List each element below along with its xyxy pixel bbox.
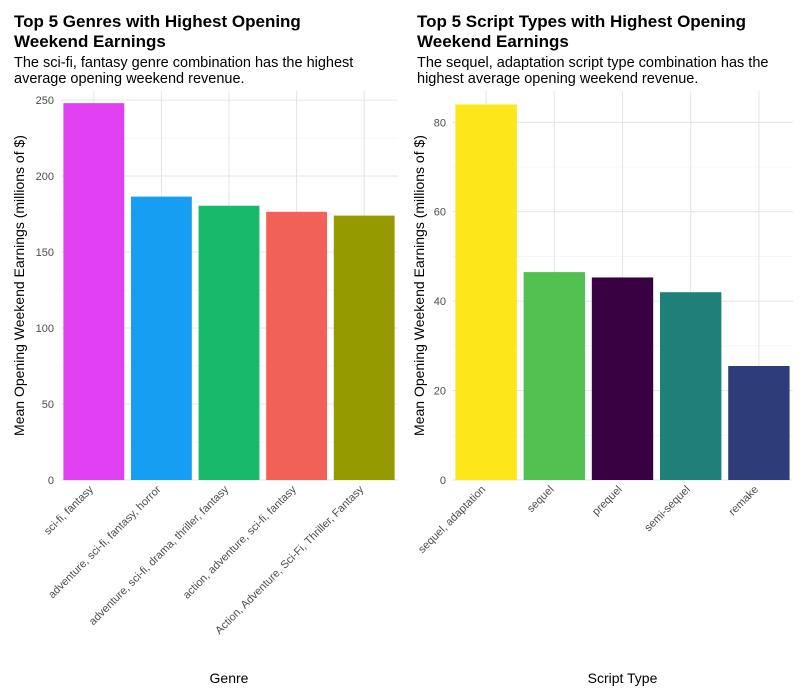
script-type-bar-chart: 0 20 40 60 80 sequel, adaptation sequel prequel… <box>411 91 793 686</box>
script-type-x-tick-label: semi-sequel <box>642 484 692 534</box>
script-type-y-tick-label: 20 <box>434 386 446 398</box>
script-type-x-tick-label: remake <box>727 484 761 518</box>
genre-y-tick-label: 0 <box>48 475 54 487</box>
script-type-x-tick-label: prequel <box>590 484 624 518</box>
genre-bar-chart: 0 50 100 150 200 250 sci-fi, fantasyadventure,… <box>11 91 398 686</box>
genre-y-tick-label: 200 <box>36 171 54 183</box>
genre-y-tick-label: 250 <box>36 95 54 107</box>
genre-y-axis-title: Mean Opening Weekend Earnings (millions … <box>11 135 27 436</box>
script-type-y-tick-label: 60 <box>434 207 446 219</box>
script-type-bar <box>523 272 585 480</box>
script-type-y-tick-label: 40 <box>434 296 446 308</box>
script-type-bar <box>591 277 654 480</box>
script-type-x-tick-label: sequel <box>525 484 556 515</box>
genre-chart-title: Top 5 Genres with Highest Opening Weeken… <box>14 12 301 51</box>
script-type-chart-panel: Top 5 Script Types with Highest Opening … <box>403 0 807 700</box>
genre-y-tick-label: 100 <box>36 323 54 335</box>
genre-chart-panel: Top 5 Genres with Highest Opening Weeken… <box>0 0 403 700</box>
genre-bar <box>198 205 260 480</box>
genre-x-tick-label: Action, Adventure, Sci-Fi, Thriller, Fan… <box>213 483 367 637</box>
script-type-chart-subtitle: The sequel, adaptation script type combi… <box>417 55 769 87</box>
genre-bar <box>333 215 395 480</box>
script-type-y-tick-label: 0 <box>440 475 446 487</box>
genre-y-tick-label: 50 <box>42 399 54 411</box>
script-type-y-tick-label: 80 <box>434 117 446 129</box>
genre-x-tick-label: adventure, sci-fi, drama, thriller, fant… <box>87 483 232 628</box>
script-type-chart-title: Top 5 Script Types with Highest Opening … <box>417 12 747 51</box>
script-type-y-axis-title: Mean Opening Weekend Earnings (millions … <box>411 135 427 436</box>
genre-bar <box>130 196 192 480</box>
genre-x-tick-label: sci-fi, fantasy <box>42 483 96 537</box>
script-type-bar <box>455 104 517 481</box>
script-type-x-tick-label: sequel, adaptation <box>416 484 488 556</box>
genre-x-tick-label: action, adventure, sci-fi, fantasy <box>181 483 299 601</box>
genre-x-axis-title: Genre <box>210 670 249 686</box>
genre-chart-subtitle: The sci-fi, fantasy genre combination ha… <box>14 55 354 87</box>
genre-bar <box>266 211 328 480</box>
genre-y-tick-label: 150 <box>36 247 54 259</box>
genre-x-tick-label: adventure, sci-fi, fantasy, horror <box>46 483 164 601</box>
script-type-x-axis-title: Script Type <box>588 670 658 686</box>
genre-bar <box>63 103 125 480</box>
script-type-bar <box>728 365 790 480</box>
script-type-bar <box>660 292 722 480</box>
